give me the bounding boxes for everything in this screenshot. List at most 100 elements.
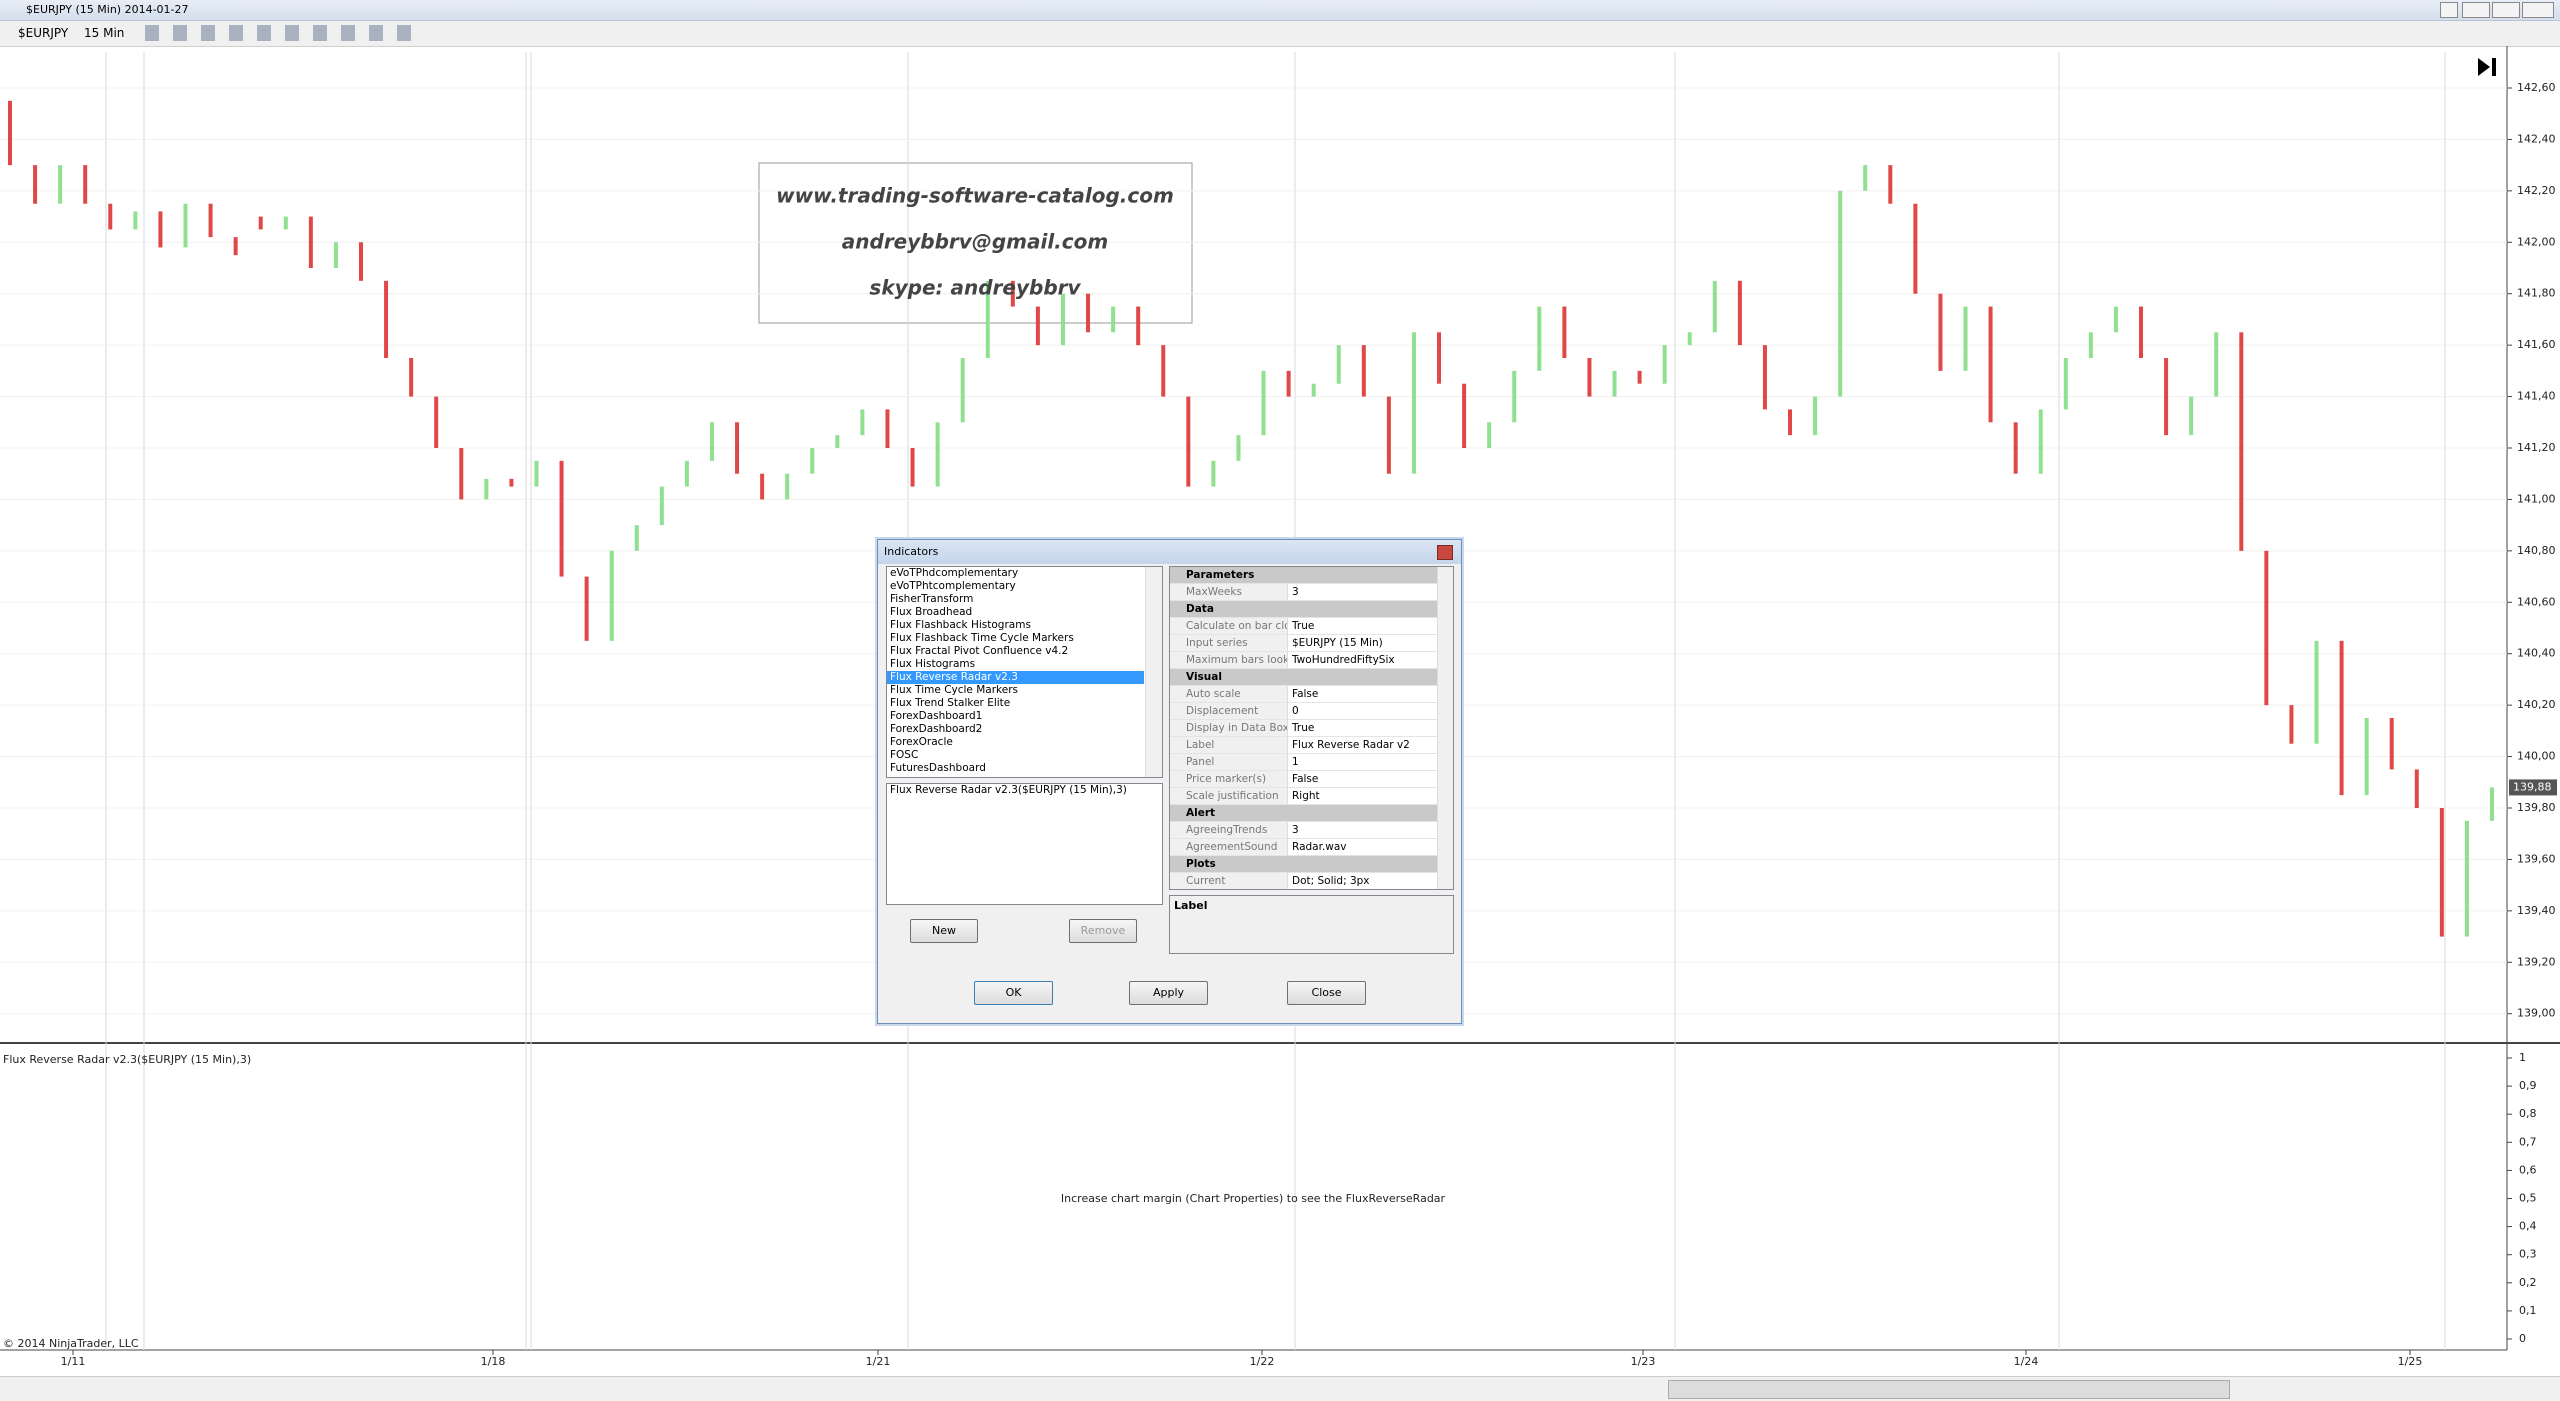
indicator-item[interactable]: Flux Histograms — [890, 658, 976, 670]
property-row[interactable]: Label Flux Reverse Radar v2 — [1170, 737, 1437, 754]
property-row[interactable]: Display in Data Box True — [1170, 720, 1437, 737]
list-scrollbar[interactable] — [1145, 567, 1162, 777]
property-name: Input series — [1170, 635, 1288, 651]
property-value: 0 — [1292, 705, 1299, 717]
property-group[interactable]: Plots — [1170, 856, 1437, 873]
x-tick-label: 1/22 — [1250, 1355, 1275, 1368]
close-button[interactable]: Close — [1287, 981, 1366, 1005]
indicator-item[interactable]: Flux Reverse Radar v2.3 — [887, 671, 1144, 684]
indicator-item[interactable]: ForexDashboard2 — [890, 723, 983, 735]
property-row[interactable]: AgreementSound Radar.wav — [1170, 839, 1437, 856]
indicator-item[interactable]: ForexDashboard1 — [890, 710, 983, 722]
ok-button[interactable]: OK — [974, 981, 1053, 1005]
price-bar — [2439, 808, 2444, 937]
group-name: Alert — [1186, 807, 1216, 819]
y-tick-label: 0,3 — [2519, 1248, 2537, 1261]
title-bar: $EURJPY (15 Min) 2014-01-27 — [0, 0, 2560, 21]
grid-scrollbar[interactable] — [1437, 567, 1453, 889]
property-group[interactable]: Data — [1170, 601, 1437, 618]
indicator-item[interactable]: Flux Flashback Time Cycle Markers — [890, 632, 1074, 644]
indicator-item[interactable]: eVoTPhtcomplementary — [890, 580, 1016, 592]
price-bar — [1762, 345, 1767, 410]
price-bar — [1938, 293, 1943, 371]
property-row[interactable]: Displacement 0 — [1170, 703, 1437, 720]
property-row[interactable]: Calculate on bar close True — [1170, 618, 1437, 635]
y-tick-label: 142,20 — [2517, 184, 2556, 197]
y-tick-label: 0,5 — [2519, 1192, 2537, 1205]
applied-indicator[interactable]: Flux Reverse Radar v2.3($EURJPY (15 Min)… — [890, 784, 1127, 796]
property-group[interactable]: Alert — [1170, 805, 1437, 822]
indicator-item[interactable]: Flux Fractal Pivot Confluence v4.2 — [890, 645, 1069, 657]
property-value: False — [1292, 773, 1319, 785]
indicator-item[interactable]: Flux Time Cycle Markers — [890, 684, 1018, 696]
property-row[interactable]: Scale justification Right — [1170, 788, 1437, 805]
interval-select[interactable]: 15 Min — [84, 26, 125, 40]
indicator-item[interactable]: eVoTPhdcomplementary — [890, 567, 1019, 579]
restore-button[interactable] — [2492, 2, 2520, 18]
price-bar — [1386, 396, 1391, 474]
property-row[interactable]: Input series $EURJPY (15 Min) — [1170, 635, 1437, 652]
property-value: Radar.wav — [1292, 841, 1347, 853]
price-bar — [2214, 332, 2219, 397]
property-row[interactable]: Current Dot; Solid; 3px — [1170, 873, 1437, 889]
property-row[interactable]: Auto scale False — [1170, 686, 1437, 703]
price-bar — [1888, 165, 1893, 204]
indicator-item[interactable]: Flux Trend Stalker Elite — [890, 697, 1011, 709]
scroll-thumb[interactable] — [1668, 1380, 2230, 1399]
new-button[interactable]: New — [910, 919, 978, 943]
property-name: Maximum bars look bac — [1170, 652, 1288, 668]
indicator-item[interactable]: Flux Broadhead — [890, 606, 973, 618]
property-name: Calculate on bar close — [1170, 618, 1288, 634]
price-bar — [1537, 306, 1542, 371]
property-row[interactable]: Panel 1 — [1170, 754, 1437, 771]
price-bar — [1010, 280, 1015, 307]
price-bar — [1737, 280, 1742, 346]
y-tick-label: 0,8 — [2519, 1107, 2537, 1120]
applied-list[interactable]: Flux Reverse Radar v2.3($EURJPY (15 Min)… — [886, 783, 1163, 905]
dialog-title: Indicators — [884, 545, 939, 558]
property-group[interactable]: Parameters — [1170, 567, 1437, 584]
price-bar — [1863, 165, 1868, 191]
y-tick-label: 0,2 — [2519, 1276, 2537, 1289]
price-bar — [1086, 293, 1091, 333]
indicator-item[interactable]: ForexOracle — [890, 736, 953, 748]
indicator-item[interactable]: FisherTransform — [890, 593, 974, 605]
instrument-select[interactable]: $EURJPY — [18, 26, 69, 40]
price-bar — [2038, 409, 2043, 474]
price-bar — [1186, 396, 1191, 487]
indicator-list[interactable]: eVoTPhdcomplementary eVoTPhtcomplementary… — [886, 566, 1163, 778]
scrollbar[interactable] — [0, 1376, 2560, 1401]
property-value: $EURJPY (15 Min) — [1292, 637, 1383, 649]
toolbar-icons[interactable] — [145, 25, 415, 41]
price-bar — [509, 478, 514, 487]
dialog-close-x[interactable] — [1437, 545, 1453, 560]
property-name: Label — [1170, 737, 1288, 753]
property-grid[interactable]: Parameters MaxWeeks 3 Data Calculate on bar … — [1169, 566, 1454, 890]
price-bar — [985, 280, 990, 358]
price-bar — [1437, 332, 1442, 384]
price-bar — [1587, 358, 1592, 397]
property-group[interactable]: Visual — [1170, 669, 1437, 686]
property-row[interactable]: Maximum bars look bac TwoHundredFiftySix — [1170, 652, 1437, 669]
scroll-end-icon[interactable] — [2478, 58, 2490, 76]
indicator-item[interactable]: FOSC — [890, 749, 919, 761]
property-row[interactable]: MaxWeeks 3 — [1170, 584, 1437, 601]
property-row[interactable]: AgreeingTrends 3 — [1170, 822, 1437, 839]
remove-button[interactable]: Remove — [1069, 919, 1137, 943]
indicator-item[interactable]: FuturesDashboard — [890, 762, 986, 774]
minimize-button[interactable] — [2462, 2, 2490, 18]
price-bar — [83, 165, 88, 204]
close-button[interactable] — [2522, 2, 2554, 18]
price-bar — [910, 448, 915, 487]
price-bar — [2189, 396, 2194, 436]
price-bar — [684, 460, 689, 487]
link-button[interactable] — [2440, 2, 2458, 18]
apply-button[interactable]: Apply — [1129, 981, 1208, 1005]
property-row[interactable]: Price marker(s) False — [1170, 771, 1437, 788]
help-panel: Label — [1169, 895, 1454, 954]
price-bar — [2063, 358, 2068, 410]
y-tick-label: 0 — [2519, 1332, 2526, 1345]
price-bar — [1462, 383, 1467, 448]
indicator-item[interactable]: Flux Flashback Histograms — [890, 619, 1031, 631]
price-bar — [1512, 370, 1517, 423]
